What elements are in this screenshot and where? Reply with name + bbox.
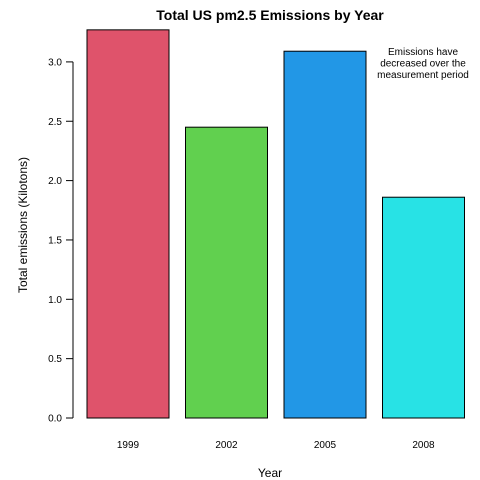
x-tick-label-2008: 2008 [412, 440, 435, 451]
x-tick-label-2002: 2002 [215, 440, 238, 451]
bar-2008 [382, 196, 465, 419]
bars-layer [86, 29, 465, 419]
bar-1999 [86, 29, 170, 419]
bar-2002 [185, 126, 268, 419]
y-tick-label: 2.0 [48, 176, 62, 187]
annotation-line: decreased over the [380, 59, 466, 70]
x-tick-label-1999: 1999 [117, 440, 140, 451]
y-tick-label: 0.0 [48, 414, 62, 425]
chart-title: Total US pm2.5 Emissions by Year [156, 7, 384, 23]
y-axis: 0.0 0.5 1.0 1.5 2.0 2.5 3.0 [48, 57, 74, 425]
y-axis-label: Total emissions (Kilotons) [16, 157, 30, 293]
annotation-line: Emissions have [388, 47, 458, 58]
y-tick-label: 3.0 [48, 57, 62, 68]
y-tick-label: 2.5 [48, 117, 62, 128]
x-axis-tick-labels: 1999 2002 2005 2008 [117, 440, 435, 451]
x-axis-label: Year [258, 466, 282, 480]
x-tick-label-2005: 2005 [314, 440, 337, 451]
y-tick-label: 0.5 [48, 354, 62, 365]
y-tick-label: 1.0 [48, 295, 62, 306]
annotation-line: measurement period [377, 70, 469, 81]
y-tick-label: 1.5 [48, 235, 62, 246]
bar-2005 [283, 50, 367, 419]
